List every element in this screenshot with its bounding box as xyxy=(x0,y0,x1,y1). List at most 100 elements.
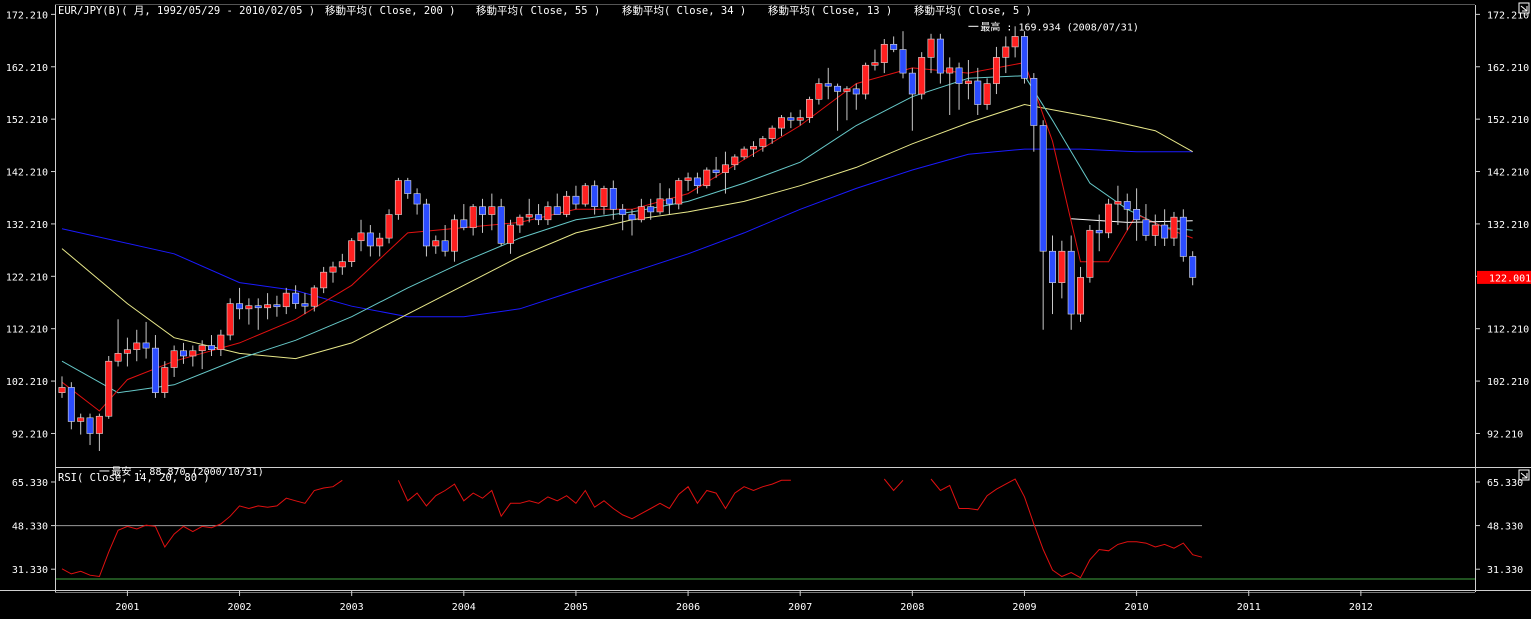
candle xyxy=(497,198,505,246)
candle-body xyxy=(768,127,776,139)
candle-body xyxy=(1123,201,1131,210)
rsi-tick-label: 48.330 xyxy=(1487,522,1523,533)
candle xyxy=(983,78,991,110)
rsi-tick-label: 65.330 xyxy=(12,478,48,489)
candle-body xyxy=(535,214,543,221)
candle xyxy=(553,193,561,215)
candle-body xyxy=(450,219,458,252)
candle-body xyxy=(946,67,954,74)
candle-body xyxy=(67,387,75,422)
price-tick-label: 172.210 xyxy=(1487,10,1529,21)
candle-body xyxy=(217,334,225,351)
candle xyxy=(357,219,365,252)
candle-body xyxy=(908,72,916,95)
candle-body xyxy=(936,38,944,74)
price-tick-label: 102.210 xyxy=(1487,377,1529,388)
year-tick-label: 2001 xyxy=(115,602,139,613)
candle xyxy=(123,337,131,367)
candle-body xyxy=(114,353,122,362)
candle xyxy=(824,67,832,100)
candle xyxy=(768,125,776,144)
price-tick-label: 112.210 xyxy=(1487,325,1529,336)
candle-body xyxy=(507,224,515,244)
candle xyxy=(665,188,673,215)
candle-body xyxy=(441,240,449,252)
candle xyxy=(721,151,729,194)
candle xyxy=(1067,235,1075,330)
candle-body xyxy=(133,342,141,351)
rsi-axis-left: 65.330 48.330 31.330 xyxy=(12,478,56,576)
candle-body xyxy=(394,180,402,215)
moving-average-line xyxy=(61,62,1193,412)
candle-body xyxy=(179,350,187,357)
candle-body xyxy=(1151,224,1159,236)
year-tick-label: 2012 xyxy=(1349,602,1373,613)
candle xyxy=(778,115,785,136)
candle xyxy=(637,198,645,223)
candle-body xyxy=(983,83,991,105)
candle xyxy=(899,31,907,79)
candle xyxy=(179,342,187,364)
candle xyxy=(974,67,982,116)
high-annotation: 最高 : 169.934 (2008/07/31) xyxy=(968,20,1139,33)
candle xyxy=(170,345,178,377)
candle xyxy=(572,185,580,210)
candle xyxy=(488,193,496,231)
candle-body xyxy=(273,304,281,308)
candle-body xyxy=(647,206,655,213)
candle-body xyxy=(721,164,729,173)
candle xyxy=(563,190,571,218)
candle-body xyxy=(544,206,552,221)
moving-average-line xyxy=(61,148,1193,318)
candle-body xyxy=(992,57,1000,84)
price-tick-label: 172.210 xyxy=(6,10,48,21)
candle-body xyxy=(1179,216,1187,257)
candle xyxy=(581,183,589,207)
rsi-pane-control[interactable] xyxy=(1518,469,1530,481)
rsi-line xyxy=(883,478,904,492)
candle xyxy=(908,67,916,131)
candle xyxy=(273,295,281,317)
candle-body xyxy=(1189,256,1197,278)
candle xyxy=(469,204,477,236)
candle-body xyxy=(852,88,860,95)
candle xyxy=(1049,235,1056,315)
candle xyxy=(1030,73,1038,152)
candle-body xyxy=(581,185,589,205)
moving-average-line xyxy=(61,75,1193,394)
window-control[interactable] xyxy=(1518,2,1530,14)
candle xyxy=(815,78,823,105)
candle-body xyxy=(563,195,571,215)
year-tick-label: 2007 xyxy=(788,602,812,613)
candle-body xyxy=(170,350,178,368)
year-tick-label: 2005 xyxy=(564,602,588,613)
candle xyxy=(58,376,66,398)
price-tick-label: 142.210 xyxy=(1487,168,1529,179)
candle xyxy=(217,329,225,356)
candle xyxy=(1179,209,1187,262)
candle xyxy=(787,112,795,129)
candle-body xyxy=(1030,78,1038,126)
low-label: 最安 : 88.870 (2000/10/31) xyxy=(111,465,263,478)
candle-body xyxy=(1002,46,1010,58)
candle-body xyxy=(675,180,683,205)
candle-body xyxy=(787,117,795,121)
candle xyxy=(348,238,356,267)
candle-body xyxy=(656,198,664,213)
candle xyxy=(544,201,552,226)
candle-body xyxy=(1020,36,1028,79)
candle-body xyxy=(899,49,907,74)
candle-body xyxy=(58,387,66,393)
candle xyxy=(161,361,169,398)
candle-body xyxy=(460,219,468,228)
moving-average-line xyxy=(61,103,1193,360)
candle xyxy=(871,49,879,71)
candle xyxy=(450,214,458,262)
price-tick-label: 142.210 xyxy=(6,168,48,179)
current-price-value: 122.001 xyxy=(1489,273,1531,284)
candle xyxy=(151,335,159,398)
candle xyxy=(619,204,627,231)
candle xyxy=(507,219,515,254)
candle-body xyxy=(1114,201,1122,205)
